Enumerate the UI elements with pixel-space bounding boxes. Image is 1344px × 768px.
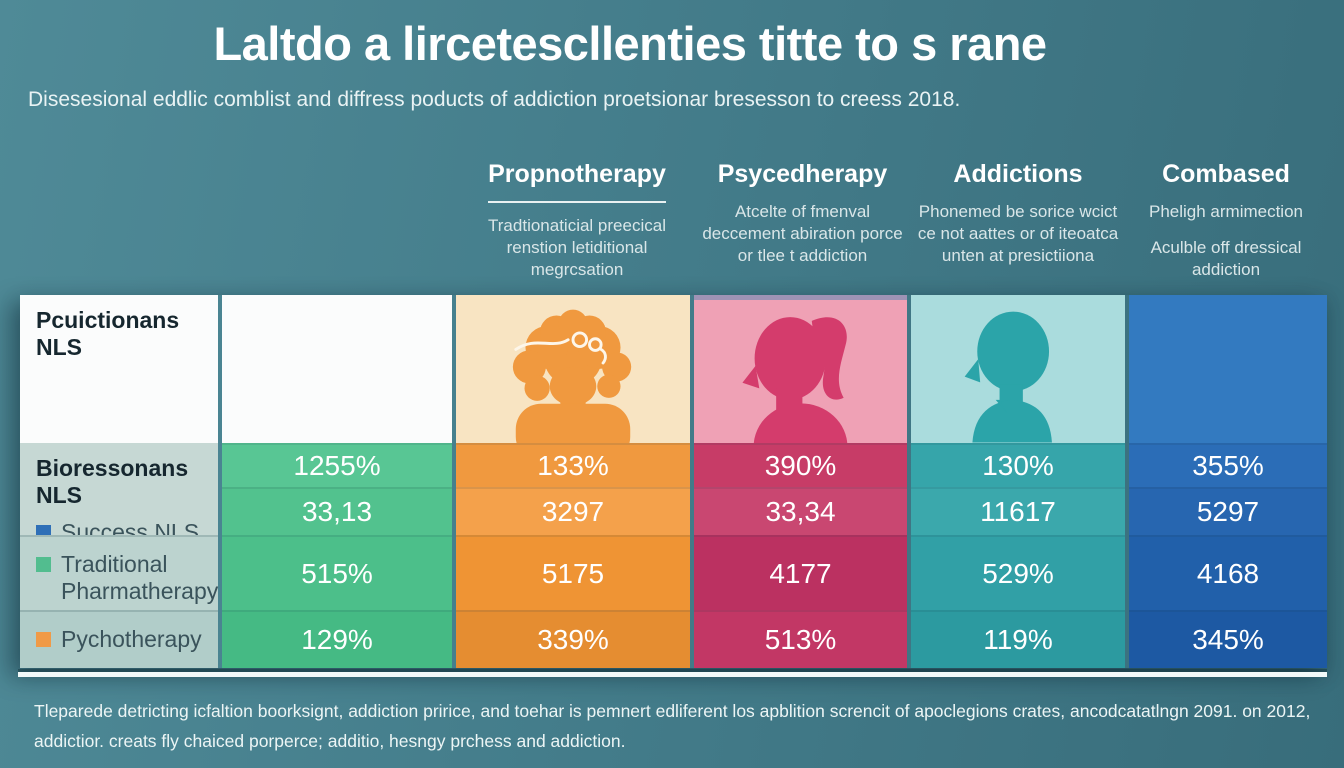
success-label: Success NLS: [61, 519, 200, 535]
column-header-description-2: Aculble off dressical addiction: [1150, 238, 1302, 280]
value-cell: 33,34: [694, 487, 907, 535]
value-cell: 119%: [911, 610, 1125, 668]
column-header-label: Propnotherapy: [488, 160, 666, 188]
column-header-description: Pheligh armimection: [1148, 202, 1303, 221]
row-label-traditional: Traditional Pharmatherapy: [20, 535, 218, 610]
row-label-psychotherapy: Pychotherapy: [20, 610, 218, 668]
value-cell: 4168: [1129, 535, 1327, 610]
value-cell: 345%: [1129, 610, 1327, 668]
psychotherapy-label: Pychotherapy: [61, 626, 202, 652]
column-header-description: Atcelte of fmenval deccement abiration p…: [702, 202, 903, 266]
value-cell: 33,13: [222, 487, 452, 535]
corner-label: Pcuictionans NLS: [36, 307, 180, 360]
bioressonans-label: Bioressonans NLS: [36, 455, 189, 508]
value-cell: 3297: [456, 487, 690, 535]
image-cell-combased: [1129, 295, 1327, 443]
comparison-table: Pcuictionans NLS: [20, 295, 1327, 668]
footer-note: Tleparede detricting icfaltion boorksign…: [34, 697, 1324, 757]
column-header-combased: Combased Pheligh armimection Aculble off…: [1127, 160, 1325, 281]
value-cell: 130%: [911, 443, 1125, 487]
value-cell: 5297: [1129, 487, 1327, 535]
traditional-label: Traditional Pharmatherapy: [61, 551, 218, 604]
empty-white-cell: [222, 295, 452, 443]
header-underline: [488, 201, 666, 203]
psychotherapy-legend-square-icon: [36, 632, 51, 647]
column-header-label: Psycedherapy: [717, 160, 888, 188]
column-header-psycedherapy: Psycedherapy Atcelte of fmenval deccemen…: [696, 160, 909, 267]
value-cell: 529%: [911, 535, 1125, 610]
footer-line-1: Tleparede detricting icfaltion boorksign…: [34, 701, 1311, 721]
boy-profile-silhouette-icon: [964, 312, 1052, 443]
footer-divider: [18, 672, 1327, 677]
image-cell-psycedherapy: [694, 295, 907, 443]
value-cell: 133%: [456, 443, 690, 487]
value-cell: 5175: [456, 535, 690, 610]
column-header-label: Addictions: [953, 160, 1083, 188]
success-legend-square-icon: [36, 525, 51, 535]
value-cell: 11617: [911, 487, 1125, 535]
value-cell: 4177: [694, 535, 907, 610]
traditional-legend-square-icon: [36, 557, 51, 572]
value-cell: 513%: [694, 610, 907, 668]
value-cell: 390%: [694, 443, 907, 487]
row-label-bioressonans: Bioressonans NLS Success NLS: [20, 443, 218, 535]
image-cell-addictions: [911, 295, 1125, 443]
page-subtitle: Disesesional eddlic comblist and diffres…: [28, 88, 961, 111]
column-header-label: Combased: [1162, 160, 1290, 188]
column-header-addictions: Addictions Phonemed be sorice wcict ce n…: [911, 160, 1125, 267]
value-cell: 339%: [456, 610, 690, 668]
ponytail-woman-silhouette-icon: [741, 317, 847, 443]
curly-person-silhouette-icon: [512, 310, 632, 443]
glasses-squiggle-icon: [514, 331, 607, 365]
footer-line-2: addictior. creats fly chaiced porperce; …: [34, 730, 626, 751]
image-cell-propnotherapy: [456, 295, 690, 443]
column-header-description: Phonemed be sorice wcict ce not aattes o…: [917, 202, 1119, 266]
table-corner-cell: Pcuictionans NLS: [20, 295, 218, 443]
value-cell: 129%: [222, 610, 452, 668]
column-header-description: Tradtionaticial preecical renstion letid…: [488, 216, 666, 280]
value-cell: 1255%: [222, 443, 452, 487]
value-cell: 515%: [222, 535, 452, 610]
value-cell: 355%: [1129, 443, 1327, 487]
column-header-propnotherapy: Propnotherapy Tradtionaticial preecical …: [460, 160, 694, 281]
page-title: Laltdo a lircetescllenties titte to s ra…: [213, 17, 1047, 70]
